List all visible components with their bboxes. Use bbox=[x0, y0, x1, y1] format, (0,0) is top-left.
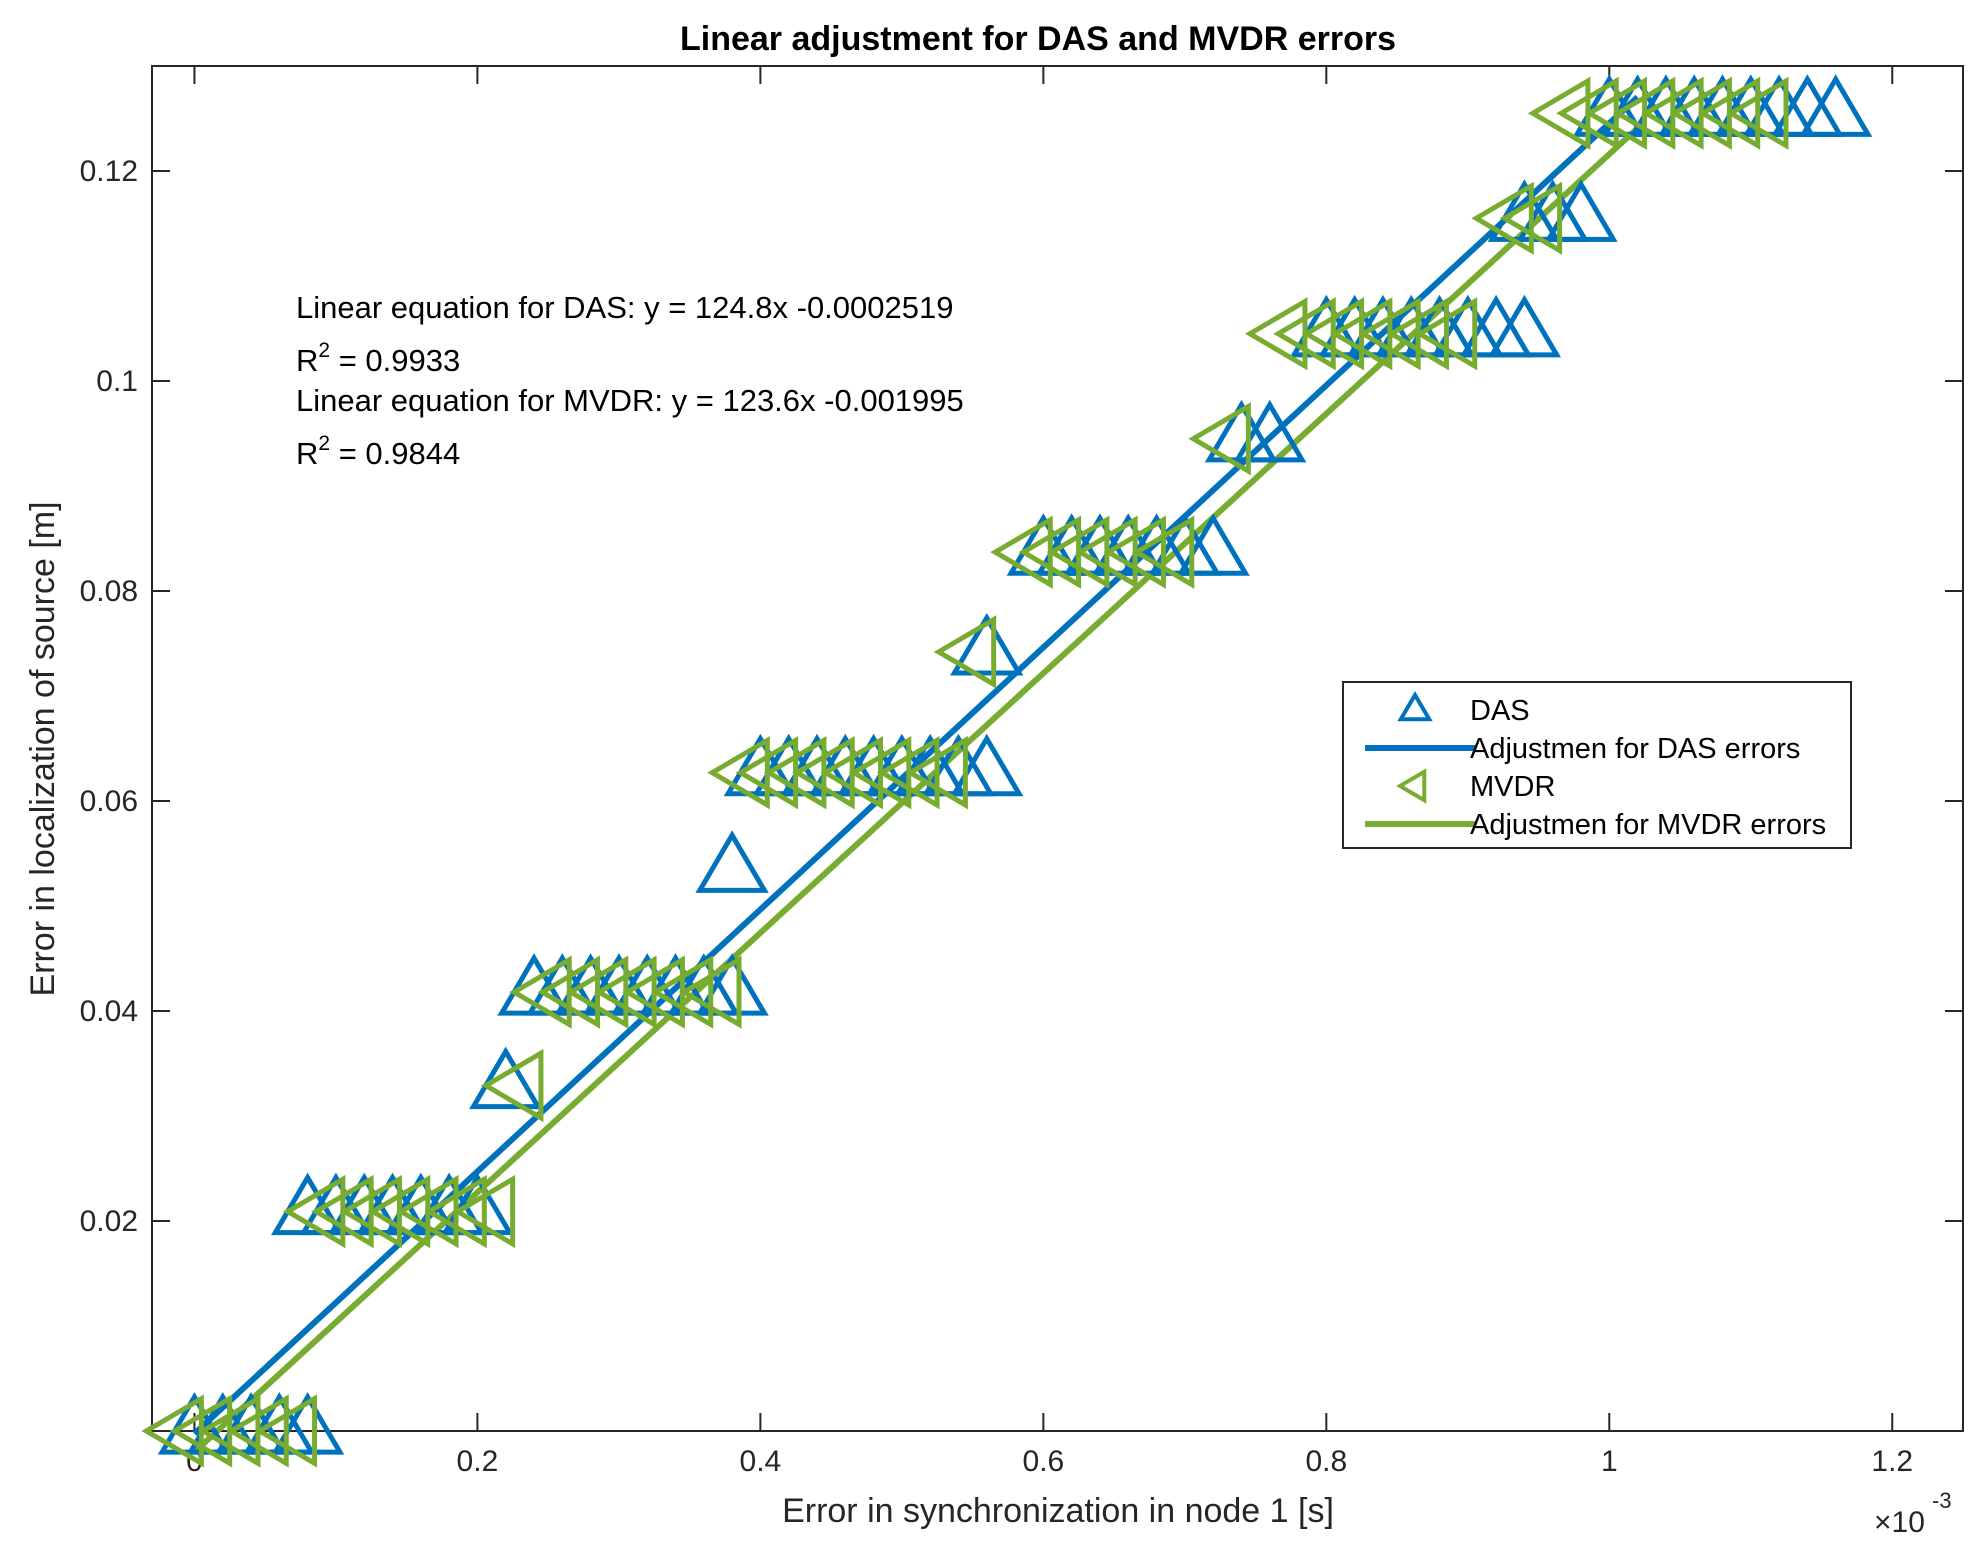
mvdr-r2-value: = 0.9844 bbox=[330, 436, 460, 471]
mvdr-r2: R2 = 0.9844 bbox=[296, 432, 460, 471]
legend-label: MVDR bbox=[1470, 771, 1555, 803]
mvdr-marker bbox=[650, 955, 714, 1029]
x-tick-label: 0.2 bbox=[457, 1445, 499, 1478]
legend-label: DAS bbox=[1470, 695, 1530, 727]
x-exponent-label: ×10 -3 bbox=[1874, 1488, 1952, 1539]
x-tick-label: 0.8 bbox=[1305, 1445, 1347, 1478]
y-tick-label: 0.08 bbox=[80, 575, 138, 608]
das-r2: R2 = 0.9933 bbox=[296, 339, 460, 378]
das-r2-prefix: R bbox=[296, 343, 318, 378]
x-tick-label: 0.6 bbox=[1022, 1445, 1064, 1478]
y-axis-label: Error in localization of source [m] bbox=[24, 501, 62, 996]
das-marker bbox=[950, 733, 1024, 797]
x-tick-label: 1.2 bbox=[1871, 1445, 1913, 1478]
mvdr-marker bbox=[1725, 76, 1789, 150]
das-r2-value: = 0.9933 bbox=[330, 343, 460, 378]
das-equation: Linear equation for DAS: y = 124.8x -0.0… bbox=[296, 290, 953, 325]
legend-das-marker bbox=[1397, 691, 1433, 722]
mvdr-r2-sup: 2 bbox=[318, 432, 330, 455]
mvdr-marker bbox=[452, 1174, 516, 1249]
mvdr-marker bbox=[933, 615, 997, 689]
legend-box bbox=[1342, 681, 1852, 849]
y-tick-label: 0.12 bbox=[80, 155, 138, 188]
das-marker bbox=[440, 1172, 515, 1236]
legend-label: Adjustmen for DAS errors bbox=[1470, 733, 1800, 765]
mvdr-marker bbox=[1471, 181, 1534, 255]
mvdr-marker bbox=[1697, 76, 1761, 150]
y-tick-label: 0.02 bbox=[80, 1205, 138, 1238]
legend-label: Adjustmen for MVDR errors bbox=[1470, 809, 1826, 841]
x-exponent-base: ×10 bbox=[1874, 1506, 1925, 1539]
tick-labels: 0 0.2 0.4 0.6 0.8 1 1.20.020.040.060.080.10.12 bbox=[80, 155, 1914, 1478]
y-tick-label: 0.06 bbox=[80, 785, 138, 818]
das-marker bbox=[695, 953, 769, 1016]
das-marker bbox=[1233, 399, 1307, 463]
chart-title: Linear adjustment for DAS and MVDR error… bbox=[680, 20, 1396, 58]
das-marker bbox=[1544, 179, 1618, 242]
das-marker bbox=[1798, 74, 1873, 137]
mvdr-marker bbox=[480, 1048, 544, 1123]
mvdr-r2-prefix: R bbox=[296, 436, 318, 471]
das-marker bbox=[270, 1392, 345, 1455]
mvdr-marker bbox=[1188, 402, 1251, 476]
das-marker bbox=[1176, 513, 1250, 576]
das-marker bbox=[950, 612, 1024, 676]
mvdr-marker bbox=[1499, 181, 1563, 255]
equation-annotations: Linear equation for DAS: y = 124.8x -0.0… bbox=[296, 290, 964, 471]
mvdr-marker bbox=[424, 1174, 487, 1249]
legend-mvdr-marker bbox=[1396, 768, 1427, 804]
das-r2-sup: 2 bbox=[318, 339, 330, 362]
y-tick-label: 0.1 bbox=[96, 365, 138, 398]
y-tick-label: 0.04 bbox=[80, 995, 138, 1028]
mvdr-marker bbox=[226, 1394, 289, 1468]
mvdr-marker bbox=[877, 735, 940, 810]
mvdr-equation: Linear equation for MVDR: y = 123.6x -0.… bbox=[296, 383, 964, 418]
x-axis-label: Error in synchronization in node 1 [s] bbox=[782, 1492, 1334, 1530]
legend: DAS Adjustmen for DAS errors MVDR Adjustmen… bbox=[1342, 681, 1852, 849]
mvdr-marker bbox=[905, 735, 968, 810]
mvdr-marker bbox=[1103, 515, 1166, 589]
das-marker bbox=[1487, 294, 1562, 358]
mvdr-marker bbox=[1386, 297, 1449, 371]
data-markers bbox=[141, 74, 1873, 1468]
mvdr-marker bbox=[1414, 297, 1478, 371]
x-tick-label: 0.4 bbox=[740, 1445, 782, 1478]
mvdr-marker bbox=[678, 955, 742, 1029]
mvdr-marker bbox=[1131, 515, 1195, 589]
mvdr-marker bbox=[254, 1394, 318, 1468]
das-marker bbox=[469, 1046, 543, 1110]
das-marker bbox=[695, 830, 769, 893]
x-exponent-power: -3 bbox=[1932, 1488, 1952, 1513]
x-tick-label: 1 bbox=[1601, 1445, 1618, 1478]
axis-ticks bbox=[152, 66, 1963, 1431]
